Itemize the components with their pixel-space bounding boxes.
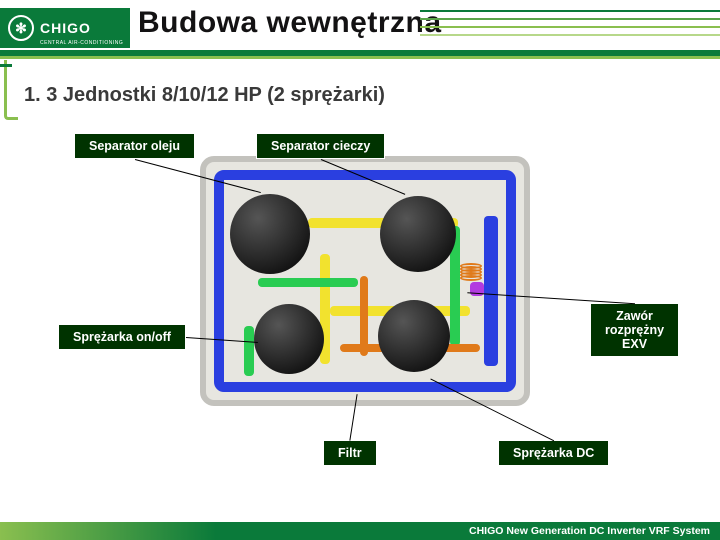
component-sphere-tr	[380, 196, 456, 272]
header-underline-2	[0, 56, 720, 59]
slide-footer: CHIGO New Generation DC Inverter VRF Sys…	[0, 522, 720, 540]
slide-header: ✻ CHIGO CENTRAL AIR-CONDITIONING Budowa …	[0, 0, 720, 62]
callout-filter: Filtr	[323, 440, 377, 466]
callout-sepOil: Separator oleju	[74, 133, 195, 159]
brand-subtitle: CENTRAL AIR-CONDITIONING	[40, 40, 123, 46]
unit-diagram	[200, 156, 530, 406]
pipe-segment	[484, 216, 498, 366]
slide-title: Budowa wewnętrzna	[138, 6, 442, 40]
callout-compDC: Sprężarka DC	[498, 440, 609, 466]
pipe-segment	[244, 326, 254, 376]
brand-logo-icon: ✻	[8, 15, 34, 41]
pipe-segment	[258, 278, 358, 287]
component-sphere-tl	[230, 194, 310, 274]
compressor-onoff-icon	[254, 304, 324, 374]
callout-sepLiq: Separator cieczy	[256, 133, 385, 159]
section-heading: 1. 3 Jednostki 8/10/12 HP (2 sprężarki)	[24, 84, 385, 107]
header-stripes	[420, 10, 720, 42]
brand-name: CHIGO	[40, 20, 91, 36]
brand-block: ✻ CHIGO CENTRAL AIR-CONDITIONING	[0, 8, 130, 48]
pipe-segment	[360, 276, 368, 356]
exv-coil-icon	[460, 266, 482, 281]
callout-exv: ZawórrozprężnyEXV	[590, 303, 679, 357]
accent-bracket	[4, 60, 18, 120]
compressor-dc-icon	[378, 300, 450, 372]
callout-compOnOff: Sprężarka on/off	[58, 324, 186, 350]
